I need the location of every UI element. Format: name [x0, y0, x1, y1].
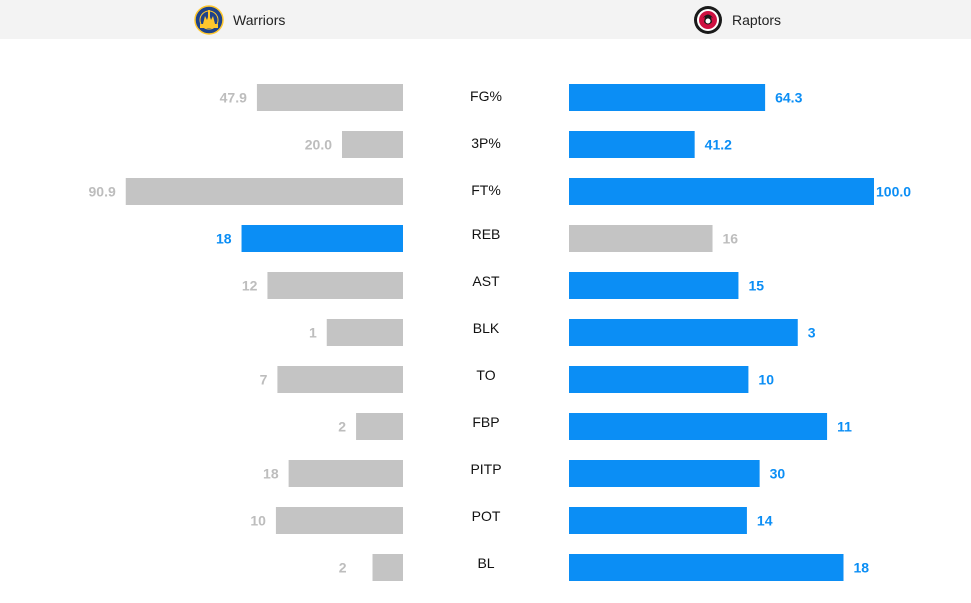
stat-label-to: TO: [476, 367, 495, 383]
team-header: Warriors Raptors: [0, 0, 971, 39]
away-value-ft-pct: 100.0: [876, 184, 911, 200]
home-bar-bl: [372, 554, 403, 581]
away-team[interactable]: Raptors: [693, 0, 781, 39]
away-bar-ast: [569, 272, 739, 299]
away-bar-fbp: [569, 413, 828, 440]
away-bar-pitp: [569, 460, 760, 487]
away-value-pot: 14: [757, 513, 773, 529]
warriors-logo-icon: [194, 4, 224, 35]
away-team-name: Raptors: [732, 11, 782, 28]
away-value-reb: 16: [723, 231, 739, 247]
home-bar-blk: [326, 319, 403, 346]
home-value-blk: 1: [309, 325, 317, 341]
home-bar-to: [277, 366, 403, 393]
away-bar-bl: [569, 554, 844, 581]
home-value-to: 7: [260, 372, 268, 388]
home-bar-pot: [275, 507, 403, 534]
away-value-fbp: 11: [837, 419, 852, 435]
away-value-blk: 3: [808, 325, 816, 341]
home-bar-ft-pct: [125, 178, 403, 205]
stat-label-3p-pct: 3P%: [471, 135, 501, 151]
home-value-bl: 2: [339, 560, 347, 576]
home-value-ast: 12: [242, 278, 258, 294]
home-bar-fbp: [356, 413, 403, 440]
home-value-pot: 10: [250, 513, 266, 529]
home-value-fbp: 2: [338, 419, 346, 435]
stat-label-bl: BL: [477, 555, 494, 571]
home-value-reb: 18: [216, 231, 232, 247]
away-bar-blk: [569, 319, 798, 346]
home-value-ft-pct: 90.9: [89, 184, 116, 200]
away-bar-to: [569, 366, 749, 393]
home-bar-reb: [241, 225, 403, 252]
away-bar-ft-pct: [569, 178, 874, 205]
home-value-3p-pct: 20.0: [305, 137, 332, 153]
stat-label-reb: REB: [472, 226, 501, 242]
stat-label-ast: AST: [472, 273, 500, 289]
away-value-to: 10: [758, 372, 774, 388]
away-value-pitp: 30: [770, 466, 786, 482]
stat-label-pitp: PITP: [470, 461, 501, 477]
home-bar-3p-pct: [342, 131, 403, 158]
home-bar-fg-pct: [256, 84, 403, 111]
away-bar-reb: [569, 225, 713, 252]
home-bar-ast: [267, 272, 403, 299]
home-team[interactable]: Warriors: [194, 0, 285, 39]
away-value-ast: 15: [748, 278, 764, 294]
away-bar-pot: [569, 507, 747, 534]
away-value-3p-pct: 41.2: [705, 137, 732, 153]
stat-label-pot: POT: [472, 508, 501, 524]
away-value-bl: 18: [854, 560, 870, 576]
away-bar-3p-pct: [569, 131, 695, 158]
raptors-logo-icon: [694, 5, 722, 34]
stat-label-fg-pct: FG%: [470, 88, 502, 104]
stat-label-fbp: FBP: [472, 414, 499, 430]
stat-label-blk: BLK: [473, 320, 500, 336]
home-value-fg-pct: 47.9: [220, 90, 247, 106]
stat-label-ft-pct: FT%: [471, 182, 501, 198]
home-value-pitp: 18: [263, 466, 279, 482]
home-bar-pitp: [288, 460, 403, 487]
away-bar-fg-pct: [569, 84, 766, 111]
away-value-fg-pct: 64.3: [775, 90, 802, 106]
home-team-name: Warriors: [233, 11, 286, 28]
